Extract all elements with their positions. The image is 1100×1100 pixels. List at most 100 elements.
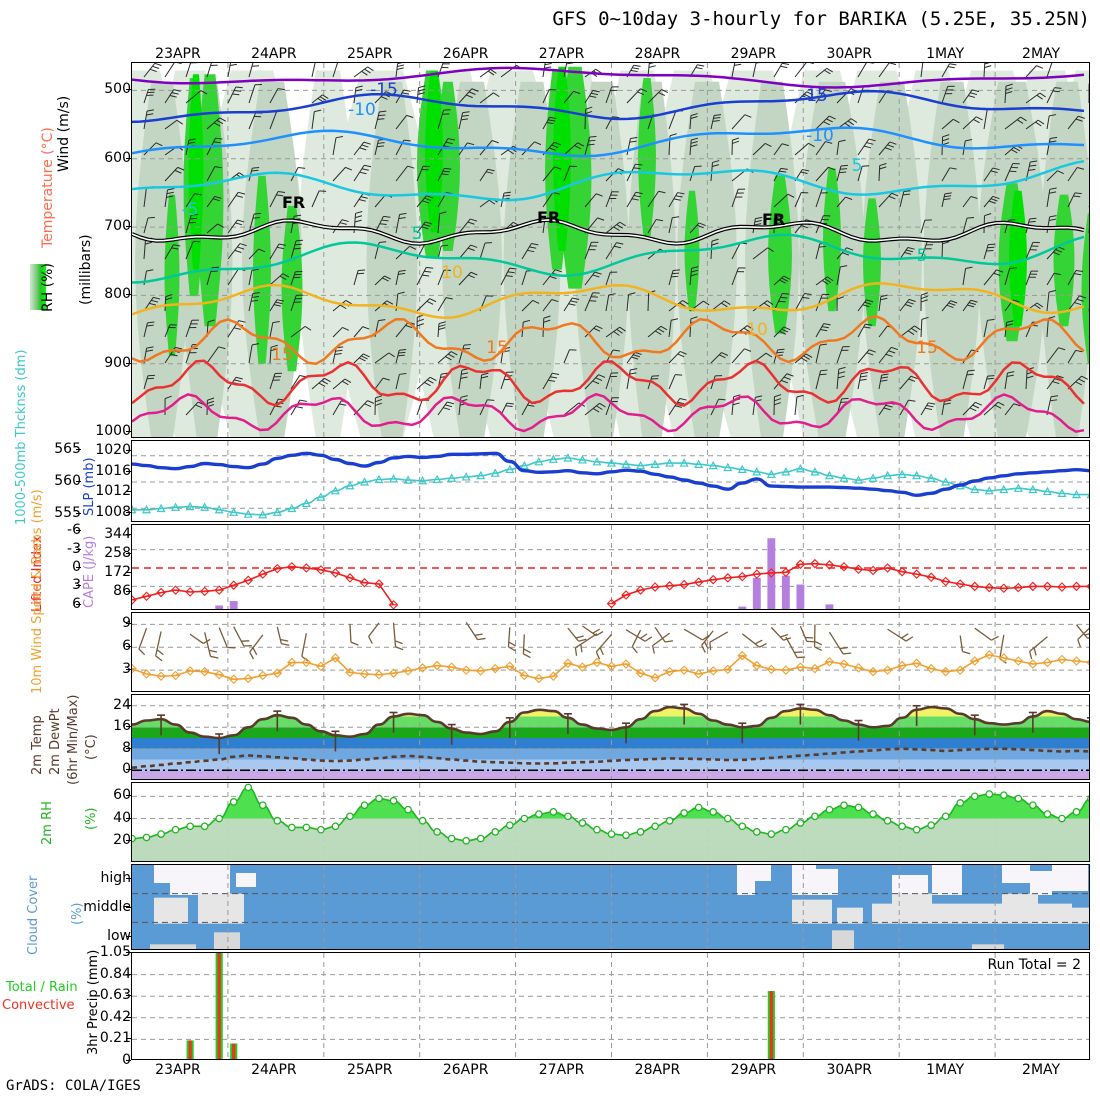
- ytick-700: 700: [104, 218, 131, 235]
- tick-mark: [126, 795, 131, 797]
- axis-label-thickness: 1000-500mb Thcknss (dm): [14, 349, 29, 525]
- date-tick-2may: 2MAY: [1022, 46, 1061, 62]
- ytick-0: 0: [122, 761, 131, 778]
- date-tick-25apr: 25APR: [346, 1062, 393, 1078]
- date-tick-29apr: 29APR: [730, 1062, 777, 1078]
- tick-mark: [76, 512, 81, 514]
- tick-mark: [126, 747, 131, 749]
- tick-mark: [126, 907, 131, 908]
- tick-mark: [76, 481, 81, 482]
- tick-mark: [126, 952, 131, 953]
- tick-mark: [126, 704, 131, 706]
- axis-label-rh: RH (%): [40, 263, 56, 312]
- tick-mark: [76, 548, 81, 550]
- contour-label-5: 5: [852, 156, 863, 176]
- ytick-6: 6: [122, 638, 131, 655]
- tick-mark: [126, 878, 131, 880]
- tick-mark: [126, 362, 131, 364]
- ytick-0: 0: [122, 1052, 131, 1068]
- freezing-level-label-2: FR: [762, 210, 785, 229]
- tick-mark: [126, 572, 131, 574]
- ytick-high: high: [100, 870, 131, 887]
- axis-label-precip-convective: Convective: [2, 998, 75, 1013]
- tick-mark: [126, 839, 131, 841]
- date-tick-24apr: 24APR: [251, 1062, 297, 1078]
- lifted-index-cape-panel: [131, 524, 1090, 610]
- ytick-low: low: [107, 927, 131, 944]
- ytick--6: -6: [67, 522, 81, 539]
- tick-mark: [126, 726, 131, 728]
- ytick-555: 555: [54, 504, 81, 521]
- ytick-1012: 1012: [95, 483, 131, 500]
- ytick-16: 16: [113, 718, 131, 735]
- tick-mark: [126, 294, 131, 296]
- ytick-560: 560: [54, 473, 81, 489]
- date-tick-30apr: 30APR: [826, 1062, 873, 1078]
- tick-mark: [126, 623, 131, 625]
- run-total-annotation: Run Total = 2: [987, 957, 1081, 973]
- precip-panel: Run Total = 2: [131, 952, 1090, 1060]
- rh-color-swatch: [30, 264, 46, 310]
- tick-mark: [126, 817, 131, 819]
- tick-mark: [126, 534, 131, 536]
- temp-dewpt-panel: [131, 694, 1090, 780]
- ytick-3: 3: [122, 661, 131, 678]
- tick-mark: [126, 450, 131, 452]
- date-tick-2may: 2MAY: [1022, 1062, 1061, 1078]
- ytick-105: 1.05: [99, 944, 131, 960]
- tick-mark: [126, 769, 131, 771]
- contour-label-10-b: 10: [746, 320, 768, 340]
- tick-mark: [126, 669, 131, 671]
- tick-mark: [126, 553, 131, 555]
- ytick-40: 40: [113, 809, 131, 826]
- tick-mark: [126, 646, 131, 648]
- ytick-565: 565: [54, 441, 81, 458]
- date-tick-27apr: 27APR: [538, 46, 585, 62]
- ytick-24: 24: [113, 696, 131, 713]
- ytick-600: 600: [104, 149, 131, 166]
- tick-mark: [76, 603, 81, 605]
- tick-mark: [76, 585, 81, 587]
- ytick-1008: 1008: [95, 503, 131, 520]
- slp-thickness-panel: [131, 440, 1090, 522]
- ytick-021: 0.21: [99, 1030, 131, 1047]
- ytick-8: 8: [122, 739, 131, 756]
- tick-mark: [126, 89, 131, 91]
- date-tick-24apr: 24APR: [251, 46, 297, 62]
- axis-label-2m-rh: 2m RH: [40, 801, 55, 845]
- bottom-date-axis: 23APR 24APR 25APR 26APR 27APR 28APR 29APR 30APR…: [130, 1062, 1090, 1080]
- upper-air-panel: -15 -15 -10 -10 -5 5 5 5 10 10 15 15 15 FR FR FR: [131, 62, 1090, 438]
- ytick--3: -3: [67, 540, 81, 557]
- ytick-800: 800: [104, 286, 131, 303]
- ytick-86: 86: [113, 583, 131, 600]
- tick-mark: [126, 591, 131, 593]
- axis-label-cloud-cover: Cloud Cover: [26, 875, 41, 955]
- axis-label-2m-dewpt: 2m DewPt: [48, 708, 63, 775]
- contour-label-5-b: 5: [412, 224, 423, 244]
- contour-label-15-c: 15: [916, 338, 938, 358]
- ytick-042: 0.42: [99, 1008, 131, 1025]
- date-tick-27apr: 27APR: [538, 1062, 585, 1078]
- date-tick-1may: 1MAY: [926, 1062, 965, 1078]
- rh-panel: [131, 782, 1090, 862]
- ytick-1000: 1000: [95, 423, 131, 440]
- axis-label-2m-temp: 2m Temp: [30, 715, 45, 775]
- axis-label-temperature: Temperature (°C): [40, 127, 56, 248]
- contour-label-minus10: -10: [348, 100, 376, 120]
- ytick-60: 60: [113, 787, 131, 804]
- ytick-172: 172: [104, 564, 131, 581]
- ytick-1016: 1016: [95, 462, 131, 479]
- tick-mark: [126, 157, 131, 159]
- ytick-258: 258: [104, 545, 131, 562]
- tick-mark: [126, 995, 131, 997]
- date-tick-25apr: 25APR: [346, 46, 393, 62]
- contour-label-15-b: 15: [486, 338, 508, 358]
- date-tick-23apr: 23APR: [155, 46, 201, 62]
- ytick-344: 344: [104, 526, 131, 543]
- tick-mark: [126, 973, 131, 975]
- tick-mark: [76, 530, 81, 532]
- date-tick-28apr: 28APR: [634, 46, 681, 62]
- tick-mark: [126, 1060, 131, 1061]
- page-title: GFS 0~10day 3-hourly for BARIKA (5.25E, …: [552, 8, 1090, 30]
- ytick-1020: 1020: [95, 442, 131, 459]
